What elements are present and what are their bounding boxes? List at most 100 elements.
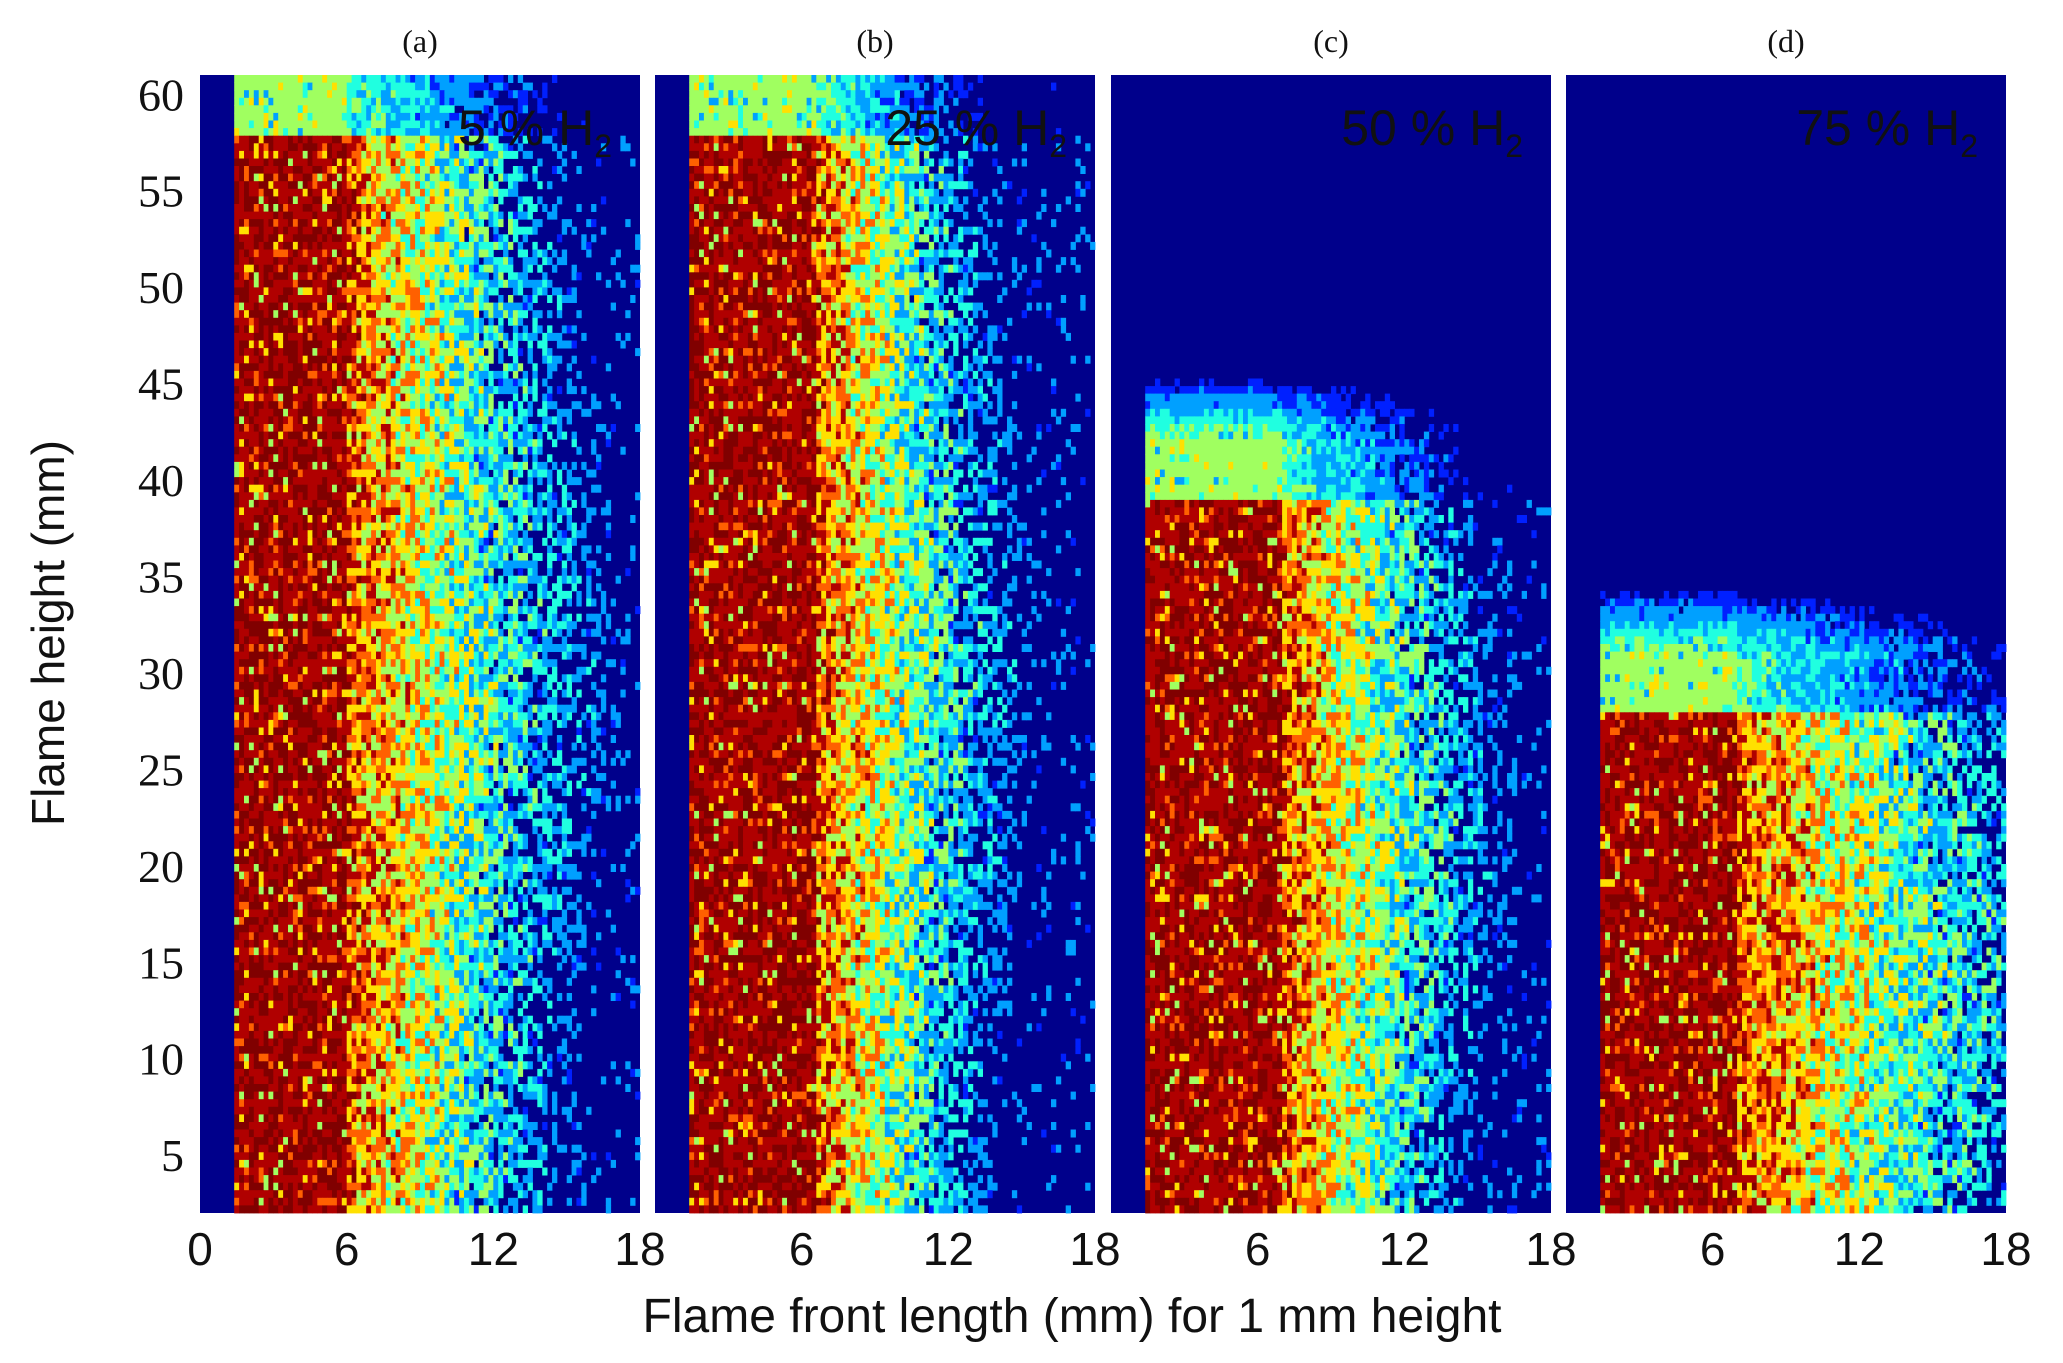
heat-cell (528, 507, 533, 515)
heat-cell (327, 341, 332, 349)
heat-cell (400, 386, 405, 394)
heat-cell (361, 470, 366, 478)
heat-cell (449, 492, 454, 500)
heat-cell (547, 492, 552, 500)
heat-cell (562, 257, 567, 265)
heat-cell (493, 432, 498, 440)
heat-cell (264, 356, 269, 364)
heat-cell (244, 538, 249, 546)
heat-cell (405, 303, 410, 311)
heat-cell (503, 280, 508, 288)
heat-cell (352, 303, 357, 311)
heat-cell (523, 379, 528, 387)
heat-cell (493, 242, 498, 250)
heat-cell (254, 98, 259, 106)
heat-cell (317, 242, 322, 250)
heat-cell (283, 83, 288, 91)
heat-cell (449, 424, 454, 432)
heat-cell (493, 159, 498, 167)
heat-cell (498, 83, 503, 91)
heat-cell (327, 477, 332, 485)
heat-cell (356, 105, 361, 113)
heat-cell (430, 356, 435, 364)
heat-cell (244, 265, 249, 273)
heat-cell (532, 287, 537, 295)
heat-cell (415, 121, 420, 129)
heat-cell (376, 454, 381, 462)
heat-cell (430, 303, 435, 311)
heat-cell (288, 477, 293, 485)
heat-cell (234, 462, 239, 470)
heat-cell (244, 272, 249, 280)
heat-cell (586, 470, 591, 478)
heat-cell (620, 143, 625, 151)
heat-cell (493, 166, 498, 174)
heat-cell (532, 325, 537, 333)
heat-cell (254, 219, 259, 227)
heat-cell (484, 295, 489, 303)
heat-cell (259, 325, 264, 333)
heat-cell (322, 341, 327, 349)
heat-cell (268, 105, 273, 113)
heat-cell (244, 394, 249, 402)
heat-cell (440, 105, 445, 113)
heat-cell (386, 492, 391, 500)
heat-cell (322, 113, 327, 121)
heat-cell (278, 189, 283, 197)
heat-cell (317, 151, 322, 159)
heat-cell (469, 523, 474, 531)
heat-cell (440, 250, 445, 258)
heat-cell (410, 136, 415, 144)
heat-cell (352, 310, 357, 318)
heat-cell (371, 265, 376, 273)
heat-cell (484, 83, 489, 91)
heat-cell (361, 181, 366, 189)
heat-cell (347, 272, 352, 280)
heat-cell (625, 219, 630, 227)
heat-cell (503, 409, 508, 417)
heat-cell (312, 462, 317, 470)
heat-cell (513, 416, 518, 424)
heat-cell (386, 333, 391, 341)
heat-cell (547, 477, 552, 485)
heat-cell (532, 166, 537, 174)
heat-cell (288, 371, 293, 379)
heat-cell (464, 523, 469, 531)
heat-cell (327, 424, 332, 432)
heat-cell (249, 439, 254, 447)
heat-cell (410, 174, 415, 182)
heat-cell (484, 470, 489, 478)
heat-cell (278, 90, 283, 98)
heat-cell (356, 212, 361, 220)
heat-cell (435, 159, 440, 167)
heat-cell (298, 219, 303, 227)
heat-cell (239, 462, 244, 470)
heat-cell (479, 530, 484, 538)
heat-cell (312, 136, 317, 144)
heat-cell (268, 454, 273, 462)
heat-cell (596, 424, 601, 432)
heat-cell (332, 363, 337, 371)
heat-cell (518, 470, 523, 478)
heat-cell (288, 204, 293, 212)
heat-cell (268, 424, 273, 432)
heat-cell (317, 325, 322, 333)
heat-cell (264, 530, 269, 538)
heat-cell (322, 265, 327, 273)
heat-cell (474, 287, 479, 295)
heat-cell (347, 287, 352, 295)
heat-cell (474, 470, 479, 478)
heat-cell (308, 394, 313, 402)
heat-cell (435, 90, 440, 98)
heat-cell (327, 265, 332, 273)
heat-cell (264, 386, 269, 394)
heat-cell (381, 356, 386, 364)
heat-cell (488, 462, 493, 470)
heat-cell (239, 485, 244, 493)
heat-cell (518, 439, 523, 447)
heat-cell (459, 174, 464, 182)
heat-cell (400, 227, 405, 235)
heat-cell (391, 295, 396, 303)
heat-cell (259, 545, 264, 553)
heat-cell (244, 462, 249, 470)
